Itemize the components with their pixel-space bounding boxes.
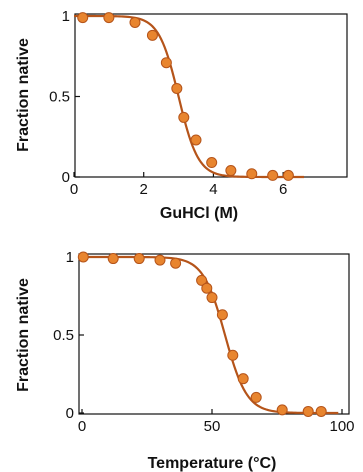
- chart-guhcl-xlabel: GuHCl (M): [160, 205, 238, 222]
- chart-temperature-fit-curve: [82, 255, 339, 415]
- chart-temperature: Fraction native Temperature (°C) 0 50 100 0…: [15, 249, 355, 472]
- chart-guhcl-xtick-label: 4: [209, 181, 217, 198]
- chart-temperature-data-point: [315, 405, 327, 417]
- chart-guhcl-data-point: [206, 157, 218, 169]
- chart-temperature-data-point: [170, 257, 182, 269]
- chart-temperature-ytick-label: 0: [66, 405, 74, 422]
- chart-guhcl-data-point: [103, 12, 115, 24]
- chart-guhcl-data-point: [178, 111, 190, 123]
- chart-temperature-xtick-label: 0: [78, 418, 86, 435]
- chart-temperature-data-point: [276, 404, 288, 416]
- chart-guhcl-data-point: [267, 169, 279, 181]
- chart-temperature-data-point: [302, 405, 314, 417]
- chart-temperature-ylabel: Fraction native: [15, 278, 32, 392]
- chart-temperature-xlabel: Temperature (°C): [148, 455, 277, 472]
- chart-temperature-data-point: [216, 309, 228, 321]
- chart-guhcl-data-point: [160, 57, 172, 69]
- chart-temperature-data-point: [154, 254, 166, 266]
- chart-guhcl-data-point: [129, 16, 141, 28]
- chart-temperature-data-point: [133, 253, 145, 265]
- chart-guhcl: Fraction native GuHCl (M) 0 2 4 6 0 0.5 1: [15, 8, 348, 222]
- chart-guhcl-data-point: [190, 134, 202, 146]
- chart-guhcl-data-point: [225, 165, 237, 177]
- chart-temperature-data-point: [196, 274, 208, 286]
- chart-temperature-data-point: [250, 391, 262, 403]
- chart-temperature-ytick-label: 1: [66, 249, 74, 266]
- chart-guhcl-xtick-label: 6: [279, 181, 287, 198]
- chart-guhcl-data-point: [146, 29, 158, 41]
- chart-temperature-data-point: [107, 253, 119, 265]
- chart-temperature-data-point: [77, 251, 89, 263]
- chart-guhcl-ytick-label: 1: [62, 8, 70, 25]
- chart-temperature-data-point: [201, 282, 213, 294]
- chart-guhcl-xtick-label: 2: [140, 181, 148, 198]
- chart-guhcl-data-point: [77, 12, 89, 24]
- chart-guhcl-data-point: [246, 168, 258, 180]
- chart-temperature-ytick-label: 0.5: [53, 327, 74, 344]
- chart-guhcl-plot-frame: [74, 13, 348, 178]
- chart-temperature-data-point: [227, 349, 239, 361]
- chart-temperature-data-point: [206, 292, 218, 304]
- chart-guhcl-xtick-label: 0: [70, 181, 78, 198]
- chart-guhcl-ytick-label: 0.5: [49, 89, 70, 106]
- chart-guhcl-fit-curve: [74, 14, 305, 179]
- chart-temperature-xtick-label: 50: [204, 418, 221, 435]
- chart-temperature-data-point: [237, 373, 249, 385]
- chart-guhcl-ytick-label: 0: [62, 169, 70, 186]
- chart-temperature-xtick-label: 100: [329, 418, 354, 435]
- chart-temperature-plot-frame: [78, 253, 350, 415]
- chart-guhcl-data-point: [282, 169, 294, 181]
- chart-guhcl-ylabel: Fraction native: [15, 38, 32, 152]
- chart-guhcl-data-point: [171, 82, 183, 94]
